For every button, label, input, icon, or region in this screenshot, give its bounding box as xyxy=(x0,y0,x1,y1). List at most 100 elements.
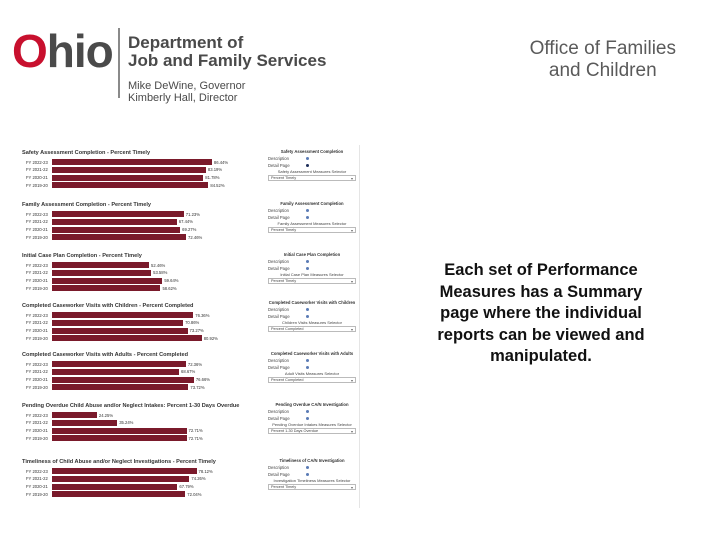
department-line-2: Job and Family Services xyxy=(128,51,327,70)
radio-dot-icon[interactable] xyxy=(306,216,309,219)
chart-title: Timeliness of Child Abuse and/or Neglect… xyxy=(22,459,216,465)
bar[interactable] xyxy=(52,475,190,482)
description-link[interactable]: Description xyxy=(266,464,358,471)
bar[interactable] xyxy=(52,319,184,326)
bar-value: 83.19% xyxy=(207,167,223,173)
bar[interactable] xyxy=(52,335,202,342)
radio-dot-icon[interactable] xyxy=(306,466,309,469)
detail-page-link[interactable]: Detail Page xyxy=(266,162,358,169)
description-link[interactable]: Description xyxy=(266,207,358,214)
bar[interactable] xyxy=(52,368,180,375)
measures-dropdown[interactable]: Percent Timely xyxy=(268,175,356,181)
radio-dot-icon[interactable] xyxy=(306,267,309,270)
radio-dot-icon[interactable] xyxy=(306,157,309,160)
panel-row-label: Detail Page xyxy=(268,365,290,370)
panel-row-label: Detail Page xyxy=(268,472,290,477)
detail-page-link[interactable]: Detail Page xyxy=(266,313,358,320)
radio-dot-icon[interactable] xyxy=(306,417,309,420)
bar[interactable] xyxy=(52,234,187,241)
bar[interactable] xyxy=(52,174,204,181)
measures-dropdown[interactable]: Percent Completed xyxy=(268,326,356,332)
bar-value: 58.62% xyxy=(162,285,177,291)
bar[interactable] xyxy=(52,361,186,368)
chart-title: Initial Case Plan Completion - Percent T… xyxy=(22,253,142,259)
radio-dot-icon[interactable] xyxy=(306,315,309,318)
radio-dot-icon[interactable] xyxy=(306,164,309,167)
measures-dropdown[interactable]: Percent Timely xyxy=(268,278,356,284)
bar-row: FY 2021-22 74.26% xyxy=(22,475,262,482)
bar-row: FY 2022-23 78.12% xyxy=(22,468,262,475)
bar-value: 80.92% xyxy=(203,335,218,341)
bar-value: 67.44% xyxy=(178,219,193,225)
bar[interactable] xyxy=(52,226,181,233)
bar[interactable] xyxy=(52,468,197,475)
officials: Mike DeWine, Governor Kimberly Hall, Dir… xyxy=(128,80,245,104)
bar[interactable] xyxy=(52,491,186,498)
detail-page-link[interactable]: Detail Page xyxy=(266,471,358,478)
bar[interactable] xyxy=(52,159,212,166)
bar[interactable] xyxy=(52,412,97,419)
measures-dropdown[interactable]: Percent 1-30 Days Overdue xyxy=(268,428,356,434)
radio-dot-icon[interactable] xyxy=(306,410,309,413)
bar-label: FY 2021-22 xyxy=(26,420,48,426)
bar[interactable] xyxy=(52,182,209,189)
radio-dot-icon[interactable] xyxy=(306,359,309,362)
measures-dropdown[interactable]: Percent Completed xyxy=(268,377,356,383)
bar-label: FY 2020-21 xyxy=(26,484,48,490)
chart-section: Timeliness of Child Abuse and/or Neglect… xyxy=(22,458,262,498)
description-link[interactable]: Description xyxy=(266,258,358,265)
bar[interactable] xyxy=(52,376,194,383)
bar[interactable] xyxy=(52,277,163,284)
bar-row: FY 2019-20 72.46% xyxy=(22,234,262,241)
description-link[interactable]: Description xyxy=(266,408,358,415)
description-link[interactable]: Description xyxy=(266,306,358,313)
bar-row: FY 2020-21 73.27% xyxy=(22,327,262,334)
radio-dot-icon[interactable] xyxy=(306,308,309,311)
bar[interactable] xyxy=(52,262,150,269)
bar[interactable] xyxy=(52,419,118,426)
selector-panel: Timeliness of CA/N Investigation Descript… xyxy=(266,458,358,490)
bar-label: FY 2019-20 xyxy=(26,491,48,497)
bar[interactable] xyxy=(52,218,177,225)
bar[interactable] xyxy=(52,166,206,173)
bar[interactable] xyxy=(52,327,188,334)
description-link[interactable]: Description xyxy=(266,357,358,364)
measures-dropdown[interactable]: Percent Timely xyxy=(268,484,356,490)
measures-dropdown[interactable]: Percent Timely xyxy=(268,227,356,233)
bar-label: FY 2021-22 xyxy=(26,219,48,225)
bar-label: FY 2020-21 xyxy=(26,328,48,334)
selector-panel: Pending Overdue CA/N Investigation Descri… xyxy=(266,402,358,434)
bar[interactable] xyxy=(52,269,152,276)
radio-dot-icon[interactable] xyxy=(306,473,309,476)
bar-label: FY 2021-22 xyxy=(26,476,48,482)
bar[interactable] xyxy=(52,211,184,218)
bar-row: FY 2020-21 81.78% xyxy=(22,174,262,181)
bar[interactable] xyxy=(52,427,187,434)
chart-section: Family Assessment Completion - Percent T… xyxy=(22,201,262,241)
detail-page-link[interactable]: Detail Page xyxy=(266,265,358,272)
measures-selector-label: Children Visits Measures Selector xyxy=(282,320,342,325)
radio-dot-icon[interactable] xyxy=(306,209,309,212)
detail-page-link[interactable]: Detail Page xyxy=(266,364,358,371)
bar-label: FY 2022-23 xyxy=(26,159,48,165)
detail-page-link[interactable]: Detail Page xyxy=(266,214,358,221)
bar[interactable] xyxy=(52,384,189,391)
measures-selector-label: Adult Visits Measures Selector xyxy=(284,371,340,376)
bar-label: FY 2019-20 xyxy=(26,234,48,240)
radio-dot-icon[interactable] xyxy=(306,260,309,263)
bar[interactable] xyxy=(52,483,178,490)
bar-label: FY 2020-21 xyxy=(26,377,48,383)
bar-label: FY 2022-23 xyxy=(26,412,48,418)
bar-value: 73.27% xyxy=(189,328,204,334)
description-link[interactable]: Description xyxy=(266,155,358,162)
bar[interactable] xyxy=(52,312,194,319)
detail-page-link[interactable]: Detail Page xyxy=(266,415,358,422)
department-line-1: Department of xyxy=(128,33,244,52)
bar[interactable] xyxy=(52,285,161,292)
bar-row: FY 2021-22 67.44% xyxy=(22,218,262,225)
radio-dot-icon[interactable] xyxy=(306,366,309,369)
header: Ohio Department of Job and Family Servic… xyxy=(0,0,720,110)
panel-title: Timeliness of CA/N Investigation xyxy=(279,458,345,463)
panel-row-label: Description xyxy=(268,156,289,161)
bar[interactable] xyxy=(52,435,187,442)
